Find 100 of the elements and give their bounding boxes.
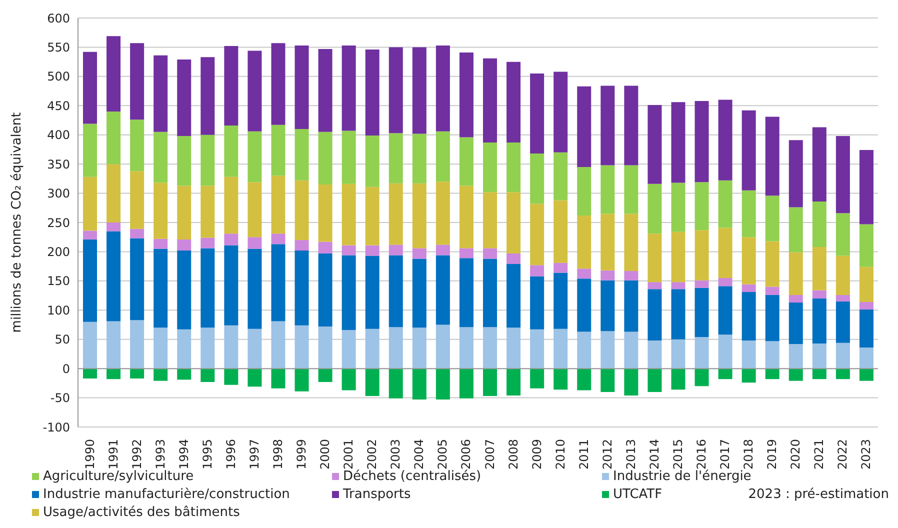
bar	[742, 368, 756, 383]
bar	[224, 126, 238, 177]
bar	[600, 280, 615, 332]
bar	[271, 244, 286, 322]
y-tick-label: 250	[47, 216, 70, 230]
bar	[694, 280, 709, 288]
bar	[718, 100, 732, 180]
bar	[224, 234, 238, 246]
bar	[671, 282, 686, 290]
legend-label: UTCATF	[613, 487, 662, 502]
bar	[554, 152, 568, 200]
bar	[671, 102, 686, 183]
bar	[388, 183, 403, 245]
bar	[506, 253, 521, 264]
x-tick-label: 2004	[412, 439, 426, 470]
bar	[459, 248, 474, 258]
bar	[177, 239, 192, 251]
bar	[436, 182, 450, 245]
bar	[624, 165, 638, 214]
bar	[177, 186, 192, 240]
bar	[342, 184, 356, 246]
bar	[106, 222, 121, 232]
x-tick-label: 1992	[130, 439, 144, 470]
bar	[318, 368, 332, 382]
bar	[600, 214, 615, 270]
y-tick-label: 50	[54, 332, 70, 347]
bar	[342, 130, 356, 184]
bar	[742, 110, 756, 190]
bar	[718, 334, 732, 369]
bar	[648, 368, 662, 392]
bar	[342, 45, 356, 131]
bar	[318, 326, 332, 369]
bar	[294, 250, 309, 326]
bar	[648, 282, 662, 290]
bar	[742, 190, 756, 238]
x-tick-label: 2014	[647, 439, 662, 470]
bar	[436, 131, 450, 182]
bar	[459, 258, 474, 328]
x-tick-label: 1997	[247, 439, 262, 470]
bar	[271, 176, 286, 234]
bar	[506, 264, 521, 328]
bar	[788, 344, 803, 369]
legend-label: Déchets (centralisés)	[343, 469, 482, 484]
bar	[248, 248, 262, 329]
bar	[812, 290, 826, 298]
x-tick-label: 1996	[224, 439, 238, 470]
bar	[200, 134, 215, 186]
bar	[200, 248, 215, 328]
x-tick-label: 2000	[318, 439, 332, 470]
bar	[294, 368, 309, 392]
bar	[836, 368, 850, 380]
bar	[294, 129, 309, 180]
bar	[694, 288, 709, 338]
bar	[836, 136, 850, 214]
x-tick-label: 2018	[742, 439, 756, 470]
bar	[130, 43, 144, 120]
bar	[624, 368, 638, 396]
bar	[812, 247, 826, 290]
bar	[483, 258, 497, 328]
bar	[177, 368, 192, 380]
bar	[671, 182, 686, 232]
bar	[812, 298, 826, 344]
bar	[671, 339, 686, 369]
bar	[554, 200, 568, 263]
bar	[271, 321, 286, 369]
bar	[530, 74, 544, 154]
bar	[271, 43, 286, 125]
y-tick-label: 600	[47, 11, 70, 26]
bar	[224, 46, 238, 126]
bar	[388, 47, 403, 134]
x-tick-label: 1995	[200, 439, 214, 470]
bar	[412, 47, 426, 134]
y-tick-label: 300	[47, 186, 70, 201]
bar	[624, 86, 638, 166]
bar	[577, 332, 592, 369]
bar	[812, 343, 826, 369]
bar	[318, 184, 332, 242]
bar	[83, 322, 97, 369]
bar	[412, 328, 426, 369]
bar	[342, 245, 356, 256]
bar	[365, 256, 380, 329]
bar	[600, 368, 615, 392]
x-tick-label: 1991	[106, 439, 120, 470]
bar	[718, 180, 732, 228]
bar	[506, 192, 521, 254]
bar	[530, 276, 544, 330]
bar	[530, 368, 544, 388]
bar	[600, 270, 615, 280]
bar	[859, 150, 874, 224]
bar	[177, 59, 192, 136]
bar	[483, 248, 497, 259]
bar	[248, 368, 262, 387]
bar	[530, 154, 544, 204]
bar	[154, 328, 168, 369]
bar	[624, 214, 638, 271]
bar	[83, 230, 97, 240]
bar	[530, 329, 544, 369]
bar	[648, 234, 662, 282]
bar	[271, 368, 286, 388]
bar	[83, 176, 97, 231]
